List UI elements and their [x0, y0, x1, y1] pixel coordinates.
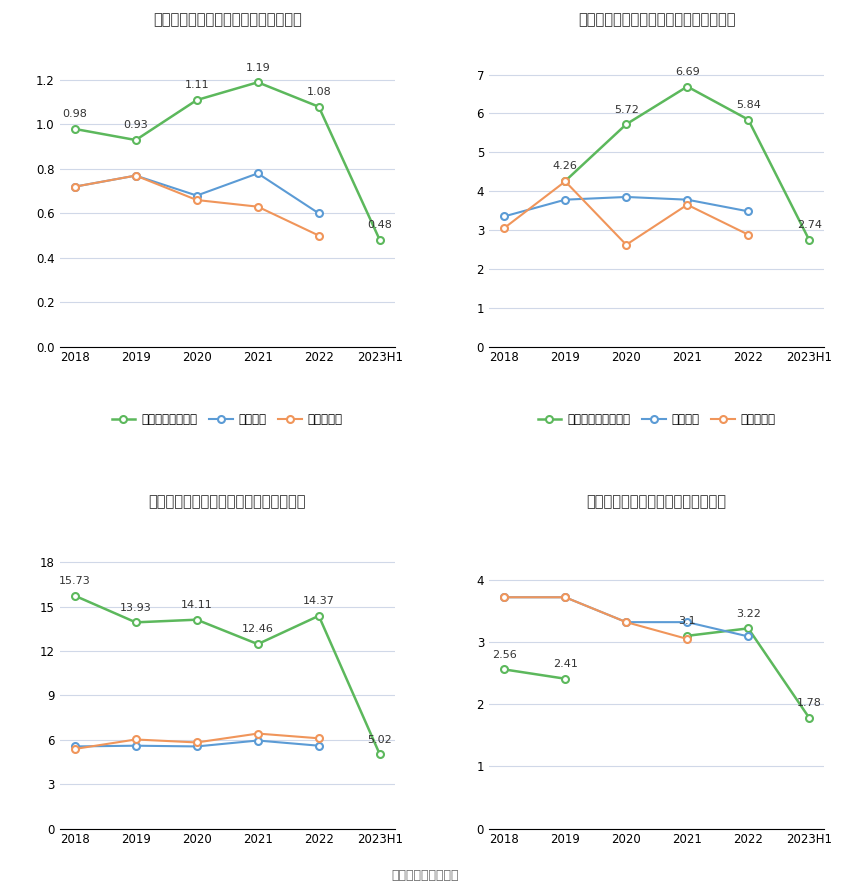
Title: 浙江正特历年固定资产周转率情况（次）: 浙江正特历年固定资产周转率情况（次） [578, 12, 735, 28]
Text: 14.37: 14.37 [303, 596, 335, 606]
Title: 浙江正特历年总资产周转率情况（次）: 浙江正特历年总资产周转率情况（次） [153, 12, 302, 28]
Text: 5.72: 5.72 [614, 104, 638, 115]
Legend: 公司固定资产周转率, 行业均值, 行业中位数: 公司固定资产周转率, 行业均值, 行业中位数 [533, 408, 780, 431]
Text: 0.93: 0.93 [123, 120, 148, 130]
Text: 5.02: 5.02 [367, 734, 392, 745]
Text: 6.69: 6.69 [675, 67, 700, 77]
Text: 13.93: 13.93 [120, 602, 151, 613]
Legend: 公司总资产周转率, 行业均值, 行业中位数: 公司总资产周转率, 行业均值, 行业中位数 [107, 408, 348, 431]
Text: 12.46: 12.46 [242, 625, 274, 634]
Text: 15.73: 15.73 [59, 576, 91, 586]
Title: 浙江正特历年存货周转率情况（次）: 浙江正特历年存货周转率情况（次） [586, 495, 727, 510]
Text: 2.41: 2.41 [552, 659, 578, 669]
Text: 1.08: 1.08 [306, 87, 332, 97]
Text: 1.11: 1.11 [184, 80, 209, 90]
Text: 数据来源：恒生聚源: 数据来源：恒生聚源 [391, 869, 459, 882]
Text: 1.78: 1.78 [796, 699, 822, 708]
Text: 3.22: 3.22 [736, 609, 761, 618]
Title: 浙江正特历年应收账款周转率情况（次）: 浙江正特历年应收账款周转率情况（次） [149, 495, 306, 510]
Text: 2.74: 2.74 [796, 220, 822, 231]
Text: 14.11: 14.11 [181, 600, 212, 610]
Text: 0.98: 0.98 [62, 110, 88, 119]
Text: 0.48: 0.48 [367, 220, 392, 230]
Text: 4.26: 4.26 [552, 161, 578, 171]
Text: 5.84: 5.84 [736, 100, 761, 110]
Text: 1.19: 1.19 [246, 62, 270, 72]
Text: 3.1: 3.1 [678, 616, 696, 626]
Text: 2.56: 2.56 [492, 650, 517, 659]
